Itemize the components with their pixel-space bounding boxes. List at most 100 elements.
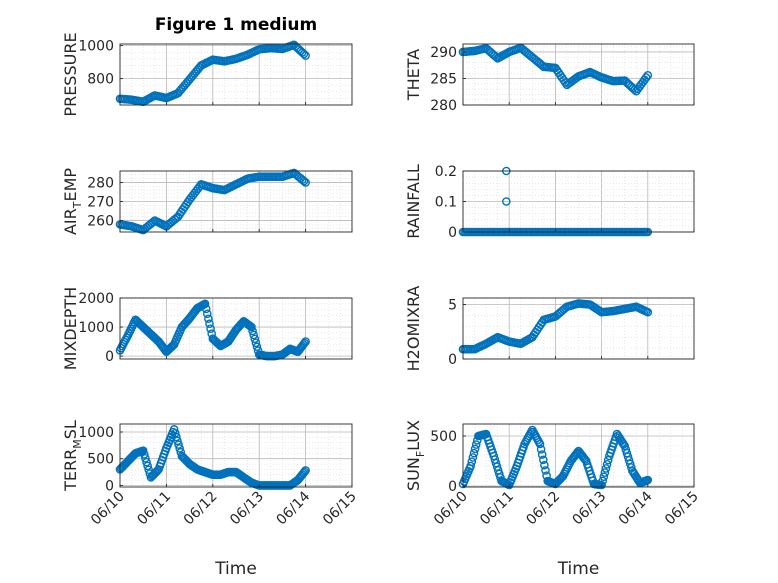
data-point [172, 432, 181, 442]
data-point [299, 49, 309, 59]
data-point [252, 342, 262, 352]
chart-title: Figure 1 medium [155, 15, 317, 35]
data-point [470, 444, 480, 454]
y-tick-label: 280 [87, 175, 114, 191]
series-markers [458, 425, 653, 490]
data-point [641, 73, 651, 82]
data-point [301, 466, 310, 475]
data-point [142, 457, 151, 467]
x-tick-label: 06/11 [477, 489, 517, 529]
x-tick-label: 06/13 [570, 489, 610, 529]
data-point [300, 338, 309, 348]
data-point [204, 314, 213, 324]
x-tick-label: 06/13 [227, 489, 267, 529]
axes-frame [462, 423, 695, 488]
subplot-4: 0 0.1 0.2 RAINFALL [404, 164, 695, 241]
x-tick-label: 06/12 [523, 489, 563, 529]
y-axis-label: H2OMIXRA [404, 286, 423, 372]
y-tick-label: 0 [448, 225, 457, 241]
series-markers [115, 40, 310, 106]
x-tick-label: 06/10 [88, 489, 128, 529]
axes-frame [119, 297, 353, 360]
data-point [175, 444, 184, 453]
x-tick-label: 06/12 [181, 489, 221, 529]
data-point [643, 475, 653, 485]
data-point [299, 176, 309, 186]
data-point [469, 448, 479, 458]
y-tick-label: 1000 [78, 39, 114, 55]
axes-frame [462, 43, 695, 106]
x-tick-label: 06/14 [274, 488, 314, 528]
data-point [601, 464, 611, 473]
data-point [141, 454, 150, 463]
data-point [249, 330, 258, 340]
data-point [205, 319, 214, 329]
x-tick-label: 06/11 [134, 489, 174, 529]
data-point [536, 444, 546, 454]
data-point [539, 455, 548, 465]
data-point [580, 455, 590, 464]
y-tick-label: 800 [87, 72, 114, 88]
data-point [597, 480, 606, 490]
y-axis-label: AIRTEMP [61, 168, 84, 235]
y-tick-label: 285 [430, 71, 457, 87]
series-markers [115, 425, 310, 490]
data-point [143, 461, 152, 471]
data-point [169, 425, 179, 434]
data-point [301, 51, 310, 60]
data-point [598, 476, 608, 486]
data-point [627, 463, 636, 472]
y-tick-label: 290 [430, 45, 457, 61]
data-point [541, 466, 550, 475]
data-point [174, 440, 183, 449]
axes-frame [462, 297, 695, 360]
y-axis-label: TERRMSL [61, 420, 84, 492]
y-tick-label: 0 [105, 478, 114, 494]
data-point [153, 466, 162, 475]
y-tick-label: 270 [87, 195, 114, 211]
data-point [300, 467, 309, 477]
y-tick-label: 0.2 [435, 164, 457, 180]
data-point [466, 461, 476, 471]
data-point [502, 197, 511, 206]
y-axis-label: PRESSURE [61, 32, 80, 116]
data-point [170, 428, 180, 438]
data-point [248, 326, 257, 336]
y-tick-label: 0 [448, 352, 457, 368]
data-point [200, 299, 210, 309]
y-tick-label: 0 [105, 349, 114, 365]
y-tick-label: 2000 [78, 291, 114, 307]
y-axis-label: MIXDEPTH [61, 287, 80, 370]
series-markers [458, 43, 653, 96]
y-axis-label: THETA [404, 49, 423, 101]
axes-frame [119, 43, 353, 106]
y-tick-label: 5 [448, 298, 457, 314]
y-tick-label: 500 [87, 452, 114, 468]
y-tick-label: 0 [448, 479, 457, 495]
x-axis-label: Time [214, 559, 257, 579]
data-point [619, 439, 628, 449]
y-tick-label: 260 [87, 214, 114, 230]
data-point [138, 446, 148, 455]
data-point [535, 439, 545, 449]
data-point [540, 460, 549, 470]
axes-frame [119, 423, 353, 488]
data-point [173, 436, 182, 446]
y-tick-label: 0.1 [435, 195, 457, 211]
y-tick-label: 1000 [78, 320, 114, 336]
series-markers [115, 168, 310, 235]
series-markers [458, 299, 653, 354]
data-point [301, 178, 310, 187]
grid [463, 170, 694, 233]
subplot-2: 280 285 290 THETA [404, 43, 695, 114]
subplot-6: 0 5 H2OMIXRA [404, 286, 695, 372]
data-point [643, 71, 653, 80]
x-tick-label: 06/15 [320, 489, 360, 529]
y-tick-label: 500 [430, 429, 457, 445]
data-point [468, 453, 478, 462]
data-point [602, 459, 612, 469]
y-axis-label: RAINFALL [404, 164, 423, 239]
